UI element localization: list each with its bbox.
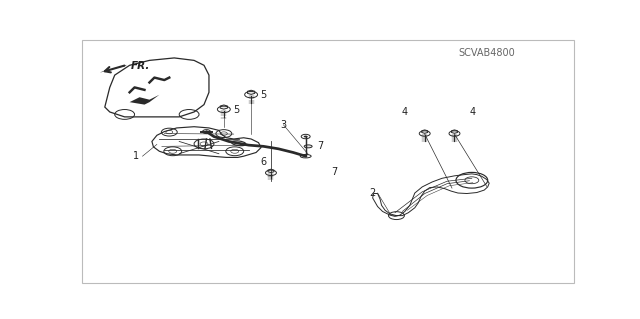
Text: 7: 7 xyxy=(317,141,323,151)
Text: 5: 5 xyxy=(260,90,266,100)
Text: 1: 1 xyxy=(133,151,140,161)
Text: SCVAB4800: SCVAB4800 xyxy=(458,48,515,58)
Text: 4: 4 xyxy=(469,107,476,117)
Circle shape xyxy=(304,136,308,137)
Polygon shape xyxy=(248,90,255,94)
Text: 7: 7 xyxy=(332,167,338,177)
Polygon shape xyxy=(422,130,428,133)
Text: 6: 6 xyxy=(260,157,267,167)
Text: 4: 4 xyxy=(401,107,408,117)
Text: 5: 5 xyxy=(233,105,239,115)
Text: 2: 2 xyxy=(369,188,375,198)
Text: 3: 3 xyxy=(280,121,287,130)
Polygon shape xyxy=(220,105,227,109)
Polygon shape xyxy=(100,65,127,73)
Ellipse shape xyxy=(304,145,312,148)
Polygon shape xyxy=(451,130,458,133)
Text: FR.: FR. xyxy=(131,61,150,71)
Polygon shape xyxy=(268,169,274,173)
Polygon shape xyxy=(129,95,159,105)
